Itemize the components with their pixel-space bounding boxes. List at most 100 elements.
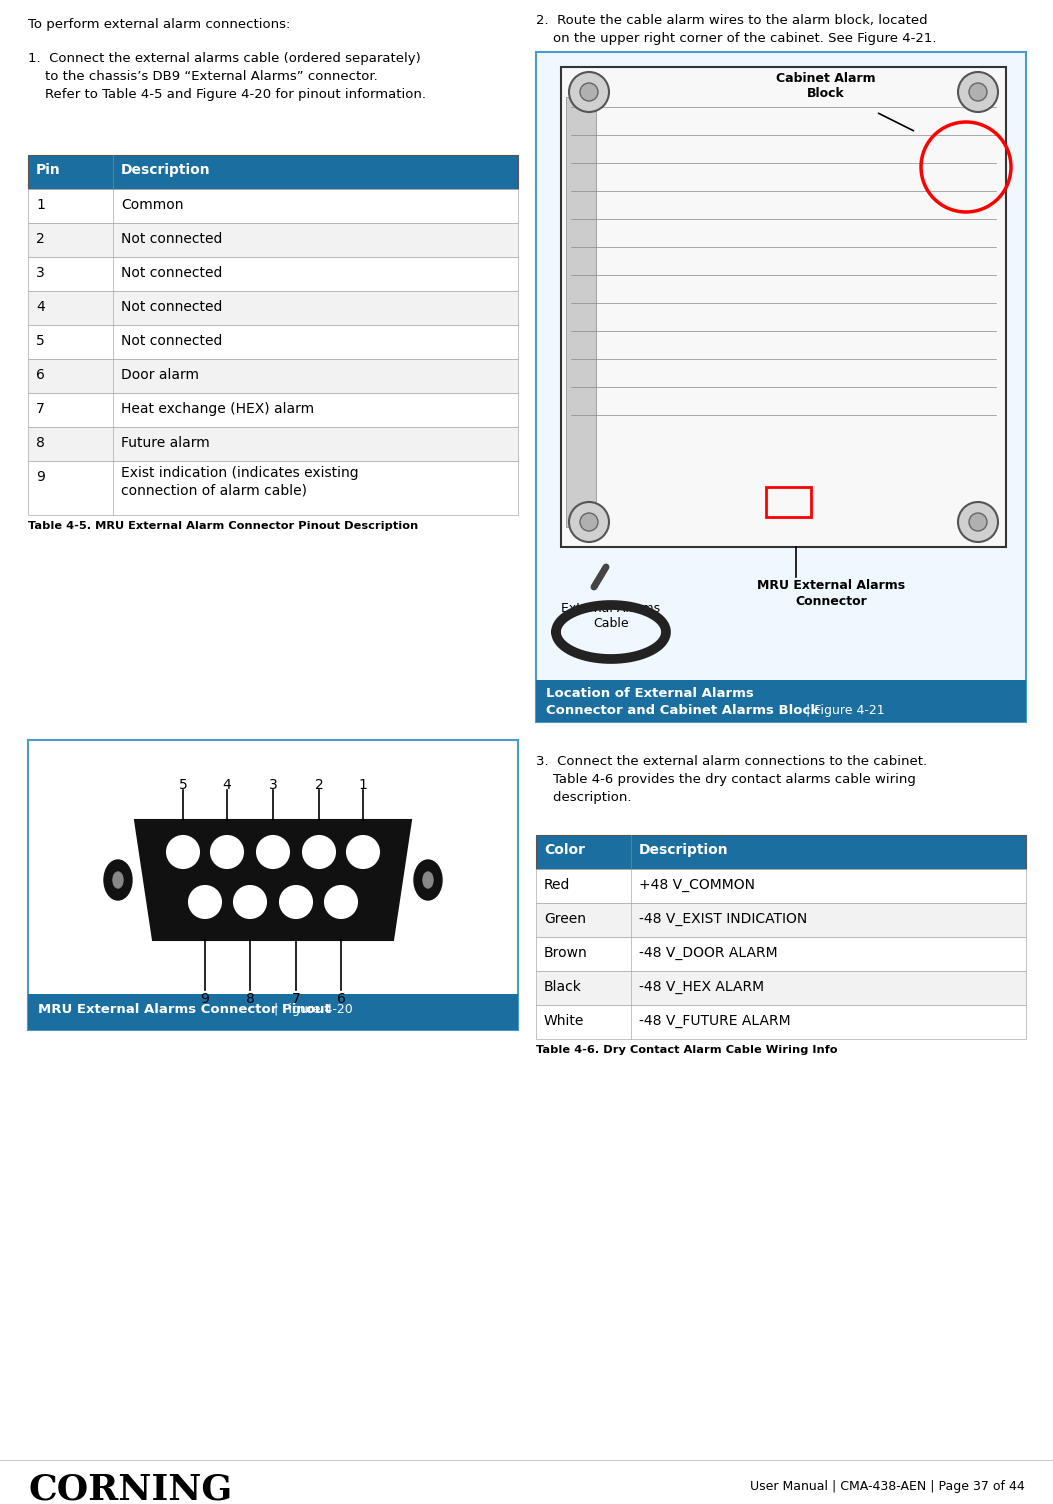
Text: 8: 8 <box>245 893 255 907</box>
Text: Description: Description <box>639 844 729 857</box>
Circle shape <box>303 836 335 868</box>
Text: Red: Red <box>544 878 571 892</box>
Text: Not connected: Not connected <box>121 299 222 314</box>
Text: Refer to Table 4-5 and Figure 4-20 for pinout information.: Refer to Table 4-5 and Figure 4-20 for p… <box>28 89 426 101</box>
Bar <box>28 223 518 257</box>
Text: Not connected: Not connected <box>121 266 222 280</box>
Bar <box>567 96 596 526</box>
Text: 9: 9 <box>201 893 210 907</box>
Text: 2: 2 <box>315 778 323 793</box>
Text: 7: 7 <box>36 402 44 417</box>
Text: 2.  Route the cable alarm wires to the alarm block, located: 2. Route the cable alarm wires to the al… <box>536 14 928 27</box>
Text: Location of External Alarms: Location of External Alarms <box>547 687 754 699</box>
Text: -48 V_DOOR ALARM: -48 V_DOOR ALARM <box>639 946 777 960</box>
Circle shape <box>167 836 199 868</box>
Bar <box>155 829 391 932</box>
Bar <box>536 680 1026 722</box>
Text: 5: 5 <box>36 334 44 347</box>
Text: CORNING: CORNING <box>28 1472 233 1504</box>
Ellipse shape <box>113 872 123 887</box>
Circle shape <box>569 72 609 111</box>
Bar <box>536 53 1026 722</box>
Text: 1: 1 <box>359 844 367 857</box>
Bar <box>28 740 518 1030</box>
Text: 8: 8 <box>36 436 45 450</box>
Circle shape <box>325 886 357 917</box>
Text: 4: 4 <box>222 844 232 857</box>
Text: -48 V_EXIST INDICATION: -48 V_EXIST INDICATION <box>639 911 808 926</box>
Bar <box>28 359 518 393</box>
Text: 8: 8 <box>245 993 255 1006</box>
Text: 6: 6 <box>36 368 45 382</box>
Text: Black: Black <box>544 981 582 994</box>
Text: | Figure 4-21: | Figure 4-21 <box>802 704 885 717</box>
Text: Table 4-6 provides the dry contact alarms cable wiring: Table 4-6 provides the dry contact alarm… <box>536 773 916 787</box>
Bar <box>28 325 518 359</box>
Text: To perform external alarm connections:: To perform external alarm connections: <box>28 18 291 32</box>
Text: 9: 9 <box>200 993 210 1006</box>
Text: Color: Color <box>544 844 585 857</box>
Bar <box>28 290 518 325</box>
Text: 4: 4 <box>222 778 232 793</box>
Text: +48 V_COMMON: +48 V_COMMON <box>639 878 755 892</box>
Text: Table 4-5. MRU External Alarm Connector Pinout Description: Table 4-5. MRU External Alarm Connector … <box>28 520 418 531</box>
Text: 1.  Connect the external alarms cable (ordered separately): 1. Connect the external alarms cable (or… <box>28 53 421 65</box>
Text: 3: 3 <box>36 266 44 280</box>
Text: Not connected: Not connected <box>121 334 222 347</box>
Bar <box>536 937 1026 972</box>
Bar <box>28 427 518 462</box>
Text: External Alarms: External Alarms <box>561 602 660 615</box>
Text: Not connected: Not connected <box>121 232 222 247</box>
Bar <box>766 487 811 517</box>
Text: User Manual | CMA-438-AEN | Page 37 of 44: User Manual | CMA-438-AEN | Page 37 of 4… <box>750 1480 1025 1493</box>
Text: 5: 5 <box>179 778 187 793</box>
Bar <box>28 462 518 514</box>
Text: 5: 5 <box>179 844 187 857</box>
Text: MRU External Alarms: MRU External Alarms <box>757 579 906 593</box>
Circle shape <box>280 886 312 917</box>
Text: MRU External Alarms Connector Pinout: MRU External Alarms Connector Pinout <box>38 1003 331 1017</box>
Text: connection of alarm cable): connection of alarm cable) <box>121 483 307 496</box>
Circle shape <box>347 836 379 868</box>
Bar <box>536 835 1026 869</box>
Text: Cabinet Alarm: Cabinet Alarm <box>776 72 876 86</box>
Text: Brown: Brown <box>544 946 588 960</box>
Circle shape <box>958 502 998 541</box>
Text: to the chassis’s DB9 “External Alarms” connector.: to the chassis’s DB9 “External Alarms” c… <box>28 71 378 83</box>
Circle shape <box>211 836 243 868</box>
Circle shape <box>569 502 609 541</box>
Text: | Figure 4-20: | Figure 4-20 <box>270 1003 353 1017</box>
Text: description.: description. <box>536 791 632 805</box>
Text: Table 4-6. Dry Contact Alarm Cable Wiring Info: Table 4-6. Dry Contact Alarm Cable Wirin… <box>536 1045 837 1054</box>
Text: 6: 6 <box>337 993 345 1006</box>
Text: on the upper right corner of the cabinet. See Figure 4-21.: on the upper right corner of the cabinet… <box>536 32 936 45</box>
Text: 2: 2 <box>36 232 44 247</box>
Bar <box>28 155 518 190</box>
Bar <box>28 393 518 427</box>
Text: 7: 7 <box>292 993 300 1006</box>
Text: Description: Description <box>121 162 211 177</box>
Circle shape <box>969 83 987 101</box>
Text: -48 V_HEX ALARM: -48 V_HEX ALARM <box>639 981 764 994</box>
Text: Heat exchange (HEX) alarm: Heat exchange (HEX) alarm <box>121 402 314 417</box>
Text: 3: 3 <box>269 844 277 857</box>
Ellipse shape <box>423 872 433 887</box>
Bar <box>561 68 1006 547</box>
Text: 1: 1 <box>359 778 367 793</box>
Bar <box>536 972 1026 1005</box>
Text: 9: 9 <box>36 469 45 484</box>
Polygon shape <box>135 820 411 940</box>
Circle shape <box>580 83 598 101</box>
Bar <box>28 190 518 223</box>
Text: Connector: Connector <box>795 596 867 608</box>
Bar <box>536 1005 1026 1039</box>
Text: Future alarm: Future alarm <box>121 436 210 450</box>
Text: 4: 4 <box>36 299 44 314</box>
Circle shape <box>580 513 598 531</box>
Text: Door alarm: Door alarm <box>121 368 199 382</box>
Text: Green: Green <box>544 911 587 926</box>
Bar <box>536 902 1026 937</box>
Text: Common: Common <box>121 199 183 212</box>
Text: Block: Block <box>808 87 845 99</box>
Text: -48 V_FUTURE ALARM: -48 V_FUTURE ALARM <box>639 1014 791 1029</box>
